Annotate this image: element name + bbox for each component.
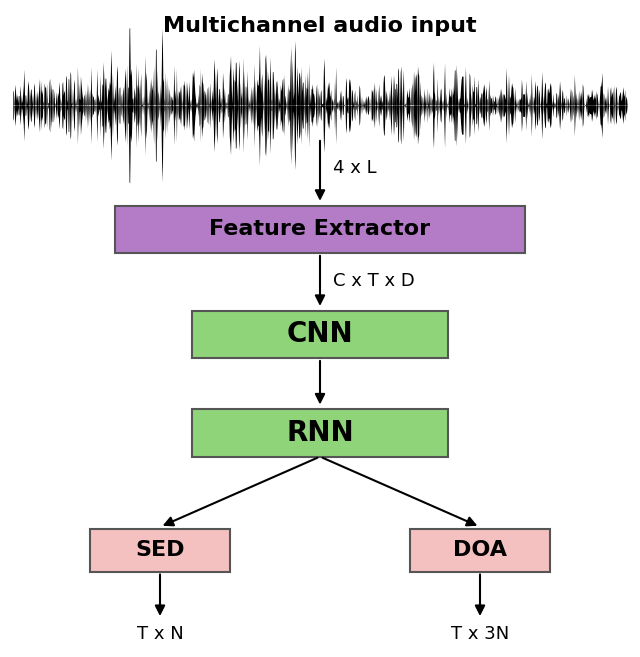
FancyBboxPatch shape (192, 311, 448, 358)
Text: 4 x L: 4 x L (333, 158, 376, 177)
Text: C x T x D: C x T x D (333, 272, 415, 290)
Text: SED: SED (135, 540, 185, 560)
FancyBboxPatch shape (90, 529, 230, 572)
FancyBboxPatch shape (115, 206, 525, 253)
Text: T x 3N: T x 3N (451, 625, 509, 643)
Text: RNN: RNN (286, 419, 354, 447)
Text: DOA: DOA (453, 540, 507, 560)
Text: T x N: T x N (136, 625, 184, 643)
FancyBboxPatch shape (192, 409, 448, 457)
Text: Feature Extractor: Feature Extractor (209, 219, 431, 239)
Text: Multichannel audio input: Multichannel audio input (163, 16, 477, 36)
FancyBboxPatch shape (410, 529, 550, 572)
Text: CNN: CNN (287, 321, 353, 348)
